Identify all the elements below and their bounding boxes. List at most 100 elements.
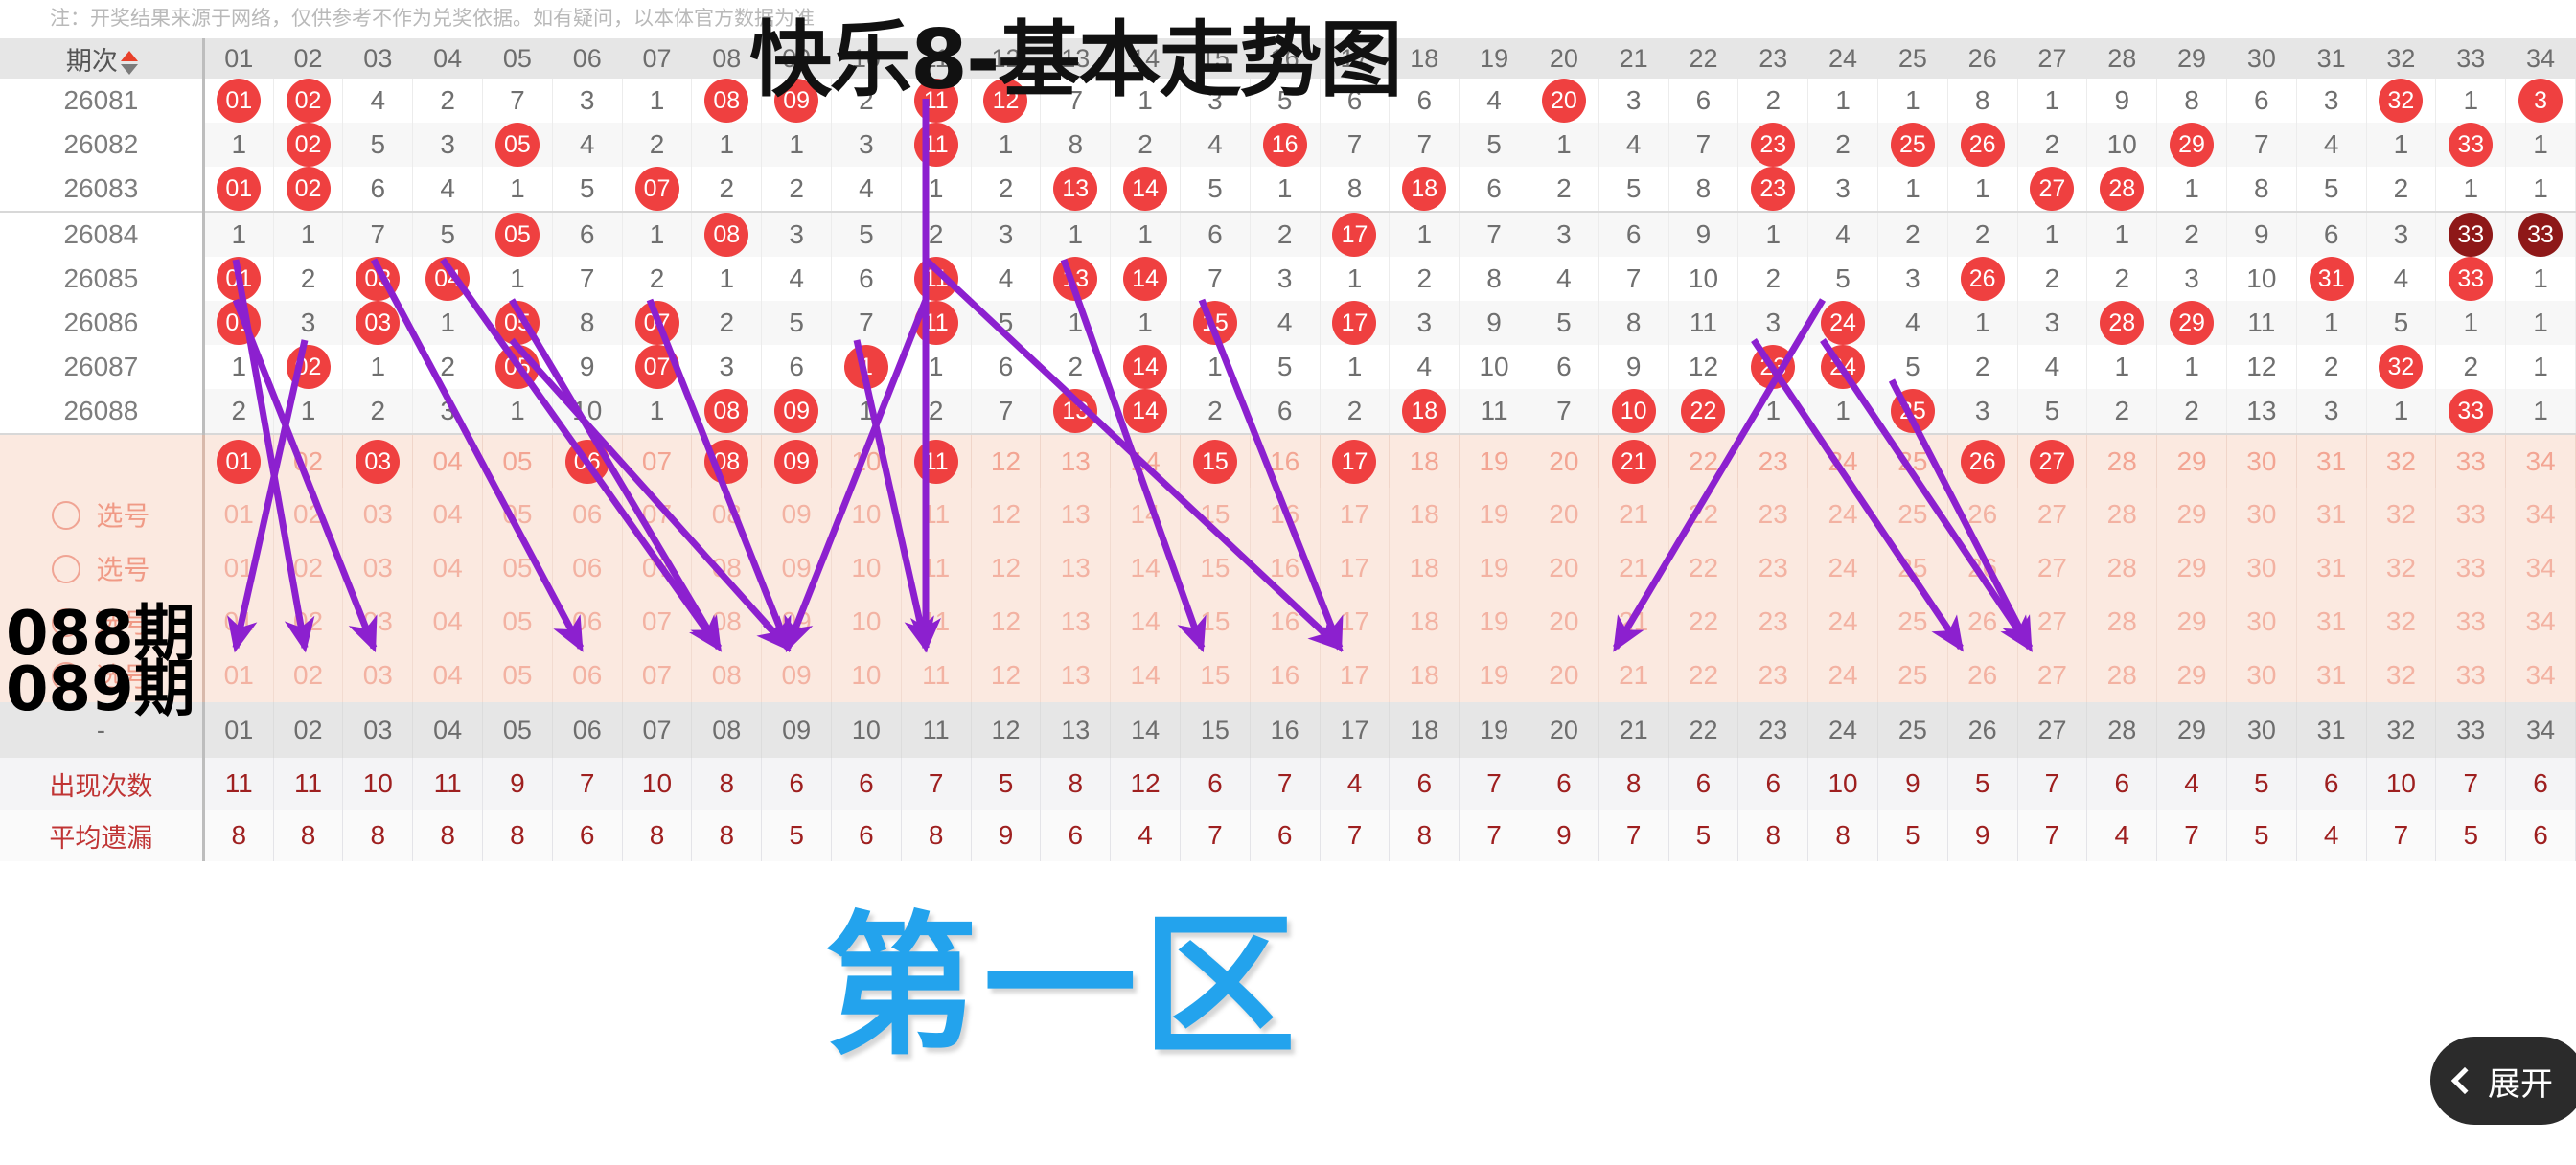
pick-cell-24[interactable]: 24 <box>1807 434 1878 488</box>
cell-06[interactable]: 9 <box>552 345 623 389</box>
cell-10[interactable]: 5 <box>831 212 902 257</box>
cell-25[interactable]: 1 <box>1877 79 1948 123</box>
cell-04[interactable]: 4 <box>412 167 484 213</box>
cell-33[interactable]: 33 <box>2435 212 2507 257</box>
cell-27[interactable]: 2 <box>2017 257 2088 301</box>
pick-option-04[interactable]: 04 <box>412 595 484 649</box>
table-row[interactable]: 26088 2 1 2 3 1 10 1 08 09 1 2 7 13 14 2 6 2 18 11 7 10 22 1 1 25… <box>0 389 2576 435</box>
cell-32[interactable]: 5 <box>2366 301 2437 345</box>
pick-option-10[interactable]: 10 <box>831 488 902 541</box>
pick-cell-22[interactable]: 22 <box>1668 434 1739 488</box>
pick-cell-07[interactable]: 07 <box>622 434 693 488</box>
footer-column-21[interactable]: 21 <box>1598 702 1669 758</box>
table-row[interactable]: 26081 01 02 4 2 7 3 1 08 09 2 11 12 7 1 3 5 6 6 4 20 3 6 2 1 1 8 1 9… <box>0 79 2576 123</box>
cell-04[interactable]: 04 <box>412 257 484 301</box>
pick-option-29[interactable]: 29 <box>2156 541 2227 595</box>
cell-26[interactable]: 3 <box>1947 389 2018 435</box>
cell-04[interactable]: 2 <box>412 345 484 389</box>
cell-30[interactable]: 8 <box>2226 167 2297 213</box>
pick-option-25[interactable]: 25 <box>1877 595 1948 649</box>
cell-21[interactable]: 3 <box>1598 79 1669 123</box>
cell-29[interactable]: 29 <box>2156 123 2227 167</box>
cell-22[interactable]: 8 <box>1668 167 1739 213</box>
cell-11[interactable]: 11 <box>901 301 972 345</box>
pick-option-29[interactable]: 29 <box>2156 488 2227 541</box>
cell-13[interactable]: 1 <box>1040 212 1112 257</box>
cell-22[interactable]: 11 <box>1668 301 1739 345</box>
pick-option-20[interactable]: 20 <box>1529 649 1599 702</box>
cell-10[interactable]: 3 <box>831 123 902 167</box>
cell-22[interactable]: 22 <box>1668 389 1739 435</box>
cell-28[interactable]: 28 <box>2086 301 2158 345</box>
pick-option-16[interactable]: 16 <box>1250 541 1321 595</box>
cell-07[interactable]: 07 <box>622 301 693 345</box>
footer-column-34[interactable]: 34 <box>2505 702 2576 758</box>
pick-option-18[interactable]: 18 <box>1389 595 1460 649</box>
cell-13[interactable]: 13 <box>1040 167 1112 213</box>
cell-18[interactable]: 4 <box>1389 345 1460 389</box>
pick-option-12[interactable]: 12 <box>971 541 1042 595</box>
pick-option-02[interactable]: 02 <box>273 595 344 649</box>
pick-option-32[interactable]: 32 <box>2366 595 2437 649</box>
cell-24[interactable]: 24 <box>1807 301 1878 345</box>
column-header-19[interactable]: 19 <box>1459 38 1530 79</box>
footer-column-15[interactable]: 15 <box>1180 702 1251 758</box>
cell-29[interactable]: 29 <box>2156 301 2227 345</box>
cell-32[interactable]: 4 <box>2366 257 2437 301</box>
pick-cell-34[interactable]: 34 <box>2505 434 2576 488</box>
cell-18[interactable]: 6 <box>1389 79 1460 123</box>
pick-row-selector[interactable]: 选号 <box>0 649 205 702</box>
cell-07[interactable]: 1 <box>622 212 693 257</box>
cell-27[interactable]: 27 <box>2017 167 2088 213</box>
cell-14[interactable]: 1 <box>1110 301 1181 345</box>
cell-06[interactable]: 10 <box>552 389 623 435</box>
cell-22[interactable]: 12 <box>1668 345 1739 389</box>
cell-21[interactable]: 9 <box>1598 345 1669 389</box>
cell-30[interactable]: 10 <box>2226 257 2297 301</box>
cell-14[interactable]: 2 <box>1110 123 1181 167</box>
cell-20[interactable]: 4 <box>1529 257 1599 301</box>
pick-option-08[interactable]: 08 <box>691 488 763 541</box>
cell-33[interactable]: 33 <box>2435 389 2507 435</box>
pick-option-06[interactable]: 06 <box>552 541 623 595</box>
cell-08[interactable]: 08 <box>691 79 763 123</box>
cell-34[interactable]: 1 <box>2505 389 2576 435</box>
pick-cell-17[interactable]: 17 <box>1320 434 1391 488</box>
footer-column-04[interactable]: 04 <box>412 702 484 758</box>
cell-23[interactable]: 23 <box>1737 167 1809 213</box>
cell-09[interactable]: 6 <box>761 345 832 389</box>
pick-cell-33[interactable]: 33 <box>2435 434 2507 488</box>
cell-18[interactable]: 18 <box>1389 389 1460 435</box>
pick-option-03[interactable]: 03 <box>342 488 414 541</box>
footer-column-05[interactable]: 05 <box>482 702 553 758</box>
cell-20[interactable]: 20 <box>1529 79 1599 123</box>
cell-16[interactable]: 4 <box>1250 301 1321 345</box>
pick-option-32[interactable]: 32 <box>2366 488 2437 541</box>
pick-option-26[interactable]: 26 <box>1947 649 2018 702</box>
pick-option-30[interactable]: 30 <box>2226 595 2297 649</box>
cell-10[interactable]: 1 <box>831 345 902 389</box>
cell-19[interactable]: 4 <box>1459 79 1530 123</box>
footer-column-26[interactable]: 26 <box>1947 702 2018 758</box>
cell-17[interactable]: 1 <box>1320 257 1391 301</box>
cell-08[interactable]: 1 <box>691 123 763 167</box>
cell-08[interactable]: 2 <box>691 301 763 345</box>
column-header-04[interactable]: 04 <box>412 38 484 79</box>
pick-cell-21[interactable]: 21 <box>1598 434 1669 488</box>
cell-34[interactable]: 1 <box>2505 167 2576 213</box>
pick-option-10[interactable]: 10 <box>831 595 902 649</box>
cell-26[interactable]: 1 <box>1947 167 2018 213</box>
cell-02[interactable]: 2 <box>273 257 344 301</box>
pick-cell-03[interactable]: 03 <box>342 434 414 488</box>
pick-option-22[interactable]: 22 <box>1668 488 1739 541</box>
pick-option-06[interactable]: 06 <box>552 595 623 649</box>
pick-option-33[interactable]: 33 <box>2435 595 2507 649</box>
cell-12[interactable]: 6 <box>971 345 1042 389</box>
pick-row-selector[interactable]: 选号 <box>0 488 205 541</box>
cell-31[interactable]: 6 <box>2296 212 2367 257</box>
cell-16[interactable]: 2 <box>1250 212 1321 257</box>
cell-23[interactable]: 3 <box>1737 301 1809 345</box>
cell-23[interactable]: 2 <box>1737 257 1809 301</box>
pick-cell-27[interactable]: 27 <box>2017 434 2088 488</box>
pick-option-33[interactable]: 33 <box>2435 541 2507 595</box>
